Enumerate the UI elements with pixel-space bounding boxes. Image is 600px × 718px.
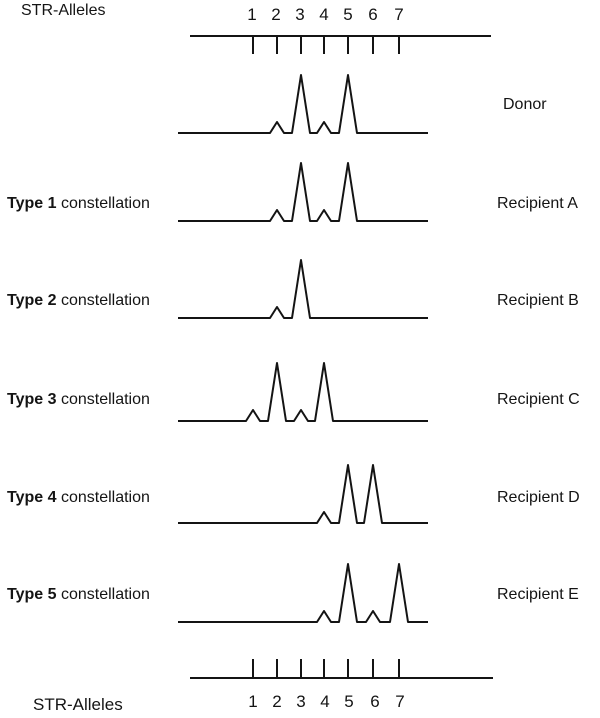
recipient-c-trace bbox=[178, 362, 428, 422]
donor-trace bbox=[178, 74, 428, 134]
type-1-label-rest: constellation bbox=[56, 195, 150, 212]
recipient-a-label: Recipient A bbox=[497, 195, 578, 212]
recipient-e-label: Recipient E bbox=[497, 586, 579, 603]
top-tick-label-7: 7 bbox=[394, 5, 404, 24]
bottom-axis-ruler bbox=[190, 659, 493, 679]
top-tick-label-3: 3 bbox=[295, 5, 305, 24]
recipient-b-trace bbox=[178, 259, 428, 319]
top-tick-label-6: 6 bbox=[368, 5, 378, 24]
top-tick-label-5: 5 bbox=[343, 5, 353, 24]
type-3-label-rest: constellation bbox=[56, 391, 150, 408]
type-3-label-bold: Type 3 bbox=[7, 391, 57, 408]
type-2-constellation-label: Type 2 constellation bbox=[7, 292, 150, 310]
recipient-e-trace bbox=[178, 563, 428, 623]
type-5-label-rest: constellation bbox=[56, 586, 150, 603]
recipient-a-trace bbox=[178, 162, 428, 222]
recipient-d-label: Recipient D bbox=[497, 489, 580, 506]
type-1-constellation-label: Type 1 constellation bbox=[7, 195, 150, 213]
recipient-d-trace bbox=[178, 464, 428, 524]
top-axis-ticks bbox=[252, 37, 400, 54]
type-2-label-bold: Type 2 bbox=[7, 292, 57, 309]
type-3-constellation-label: Type 3 constellation bbox=[7, 391, 150, 409]
type-2-label-rest: constellation bbox=[56, 292, 150, 309]
type-5-constellation-label: Type 5 constellation bbox=[7, 586, 150, 604]
top-axis-label: STR-Alleles bbox=[21, 2, 106, 19]
bottom-tick-label-1: 1 bbox=[248, 692, 258, 711]
bottom-tick-label-4: 4 bbox=[320, 692, 330, 711]
donor-label: Donor bbox=[503, 96, 547, 113]
bottom-tick-label-6: 6 bbox=[370, 692, 380, 711]
top-tick-label-2: 2 bbox=[271, 5, 281, 24]
bottom-tick-label-7: 7 bbox=[395, 692, 405, 711]
bottom-axis-ticks bbox=[252, 659, 400, 677]
bottom-tick-label-3: 3 bbox=[296, 692, 306, 711]
type-1-label-bold: Type 1 bbox=[7, 195, 57, 212]
type-4-label-rest: constellation bbox=[56, 489, 150, 506]
type-5-label-bold: Type 5 bbox=[7, 586, 57, 603]
top-tick-label-4: 4 bbox=[319, 5, 329, 24]
top-tick-label-1: 1 bbox=[247, 5, 257, 24]
bottom-tick-label-5: 5 bbox=[344, 692, 354, 711]
recipient-b-label: Recipient B bbox=[497, 292, 579, 309]
top-axis-ruler bbox=[190, 35, 491, 54]
recipient-c-label: Recipient C bbox=[497, 391, 580, 408]
bottom-axis-label: STR-Alleles bbox=[33, 695, 123, 714]
bottom-tick-label-2: 2 bbox=[272, 692, 282, 711]
type-4-label-bold: Type 4 bbox=[7, 489, 57, 506]
type-4-constellation-label: Type 4 constellation bbox=[7, 489, 150, 507]
